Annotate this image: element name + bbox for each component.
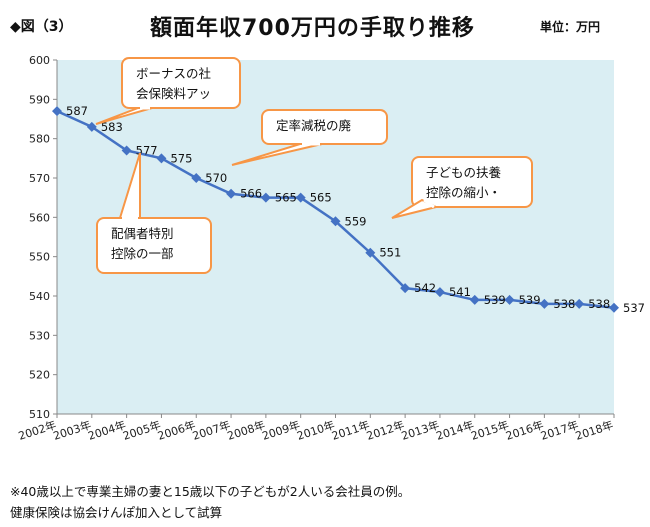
data-point <box>330 216 341 227</box>
data-point <box>86 121 97 132</box>
callout-seam <box>423 198 435 209</box>
y-axis: 510 520 530 540 550 560 570 580 590 600 <box>29 54 58 421</box>
callout-box <box>411 156 533 208</box>
data-label: 539 <box>519 293 541 307</box>
x-tick-label: 2018年 <box>574 418 615 443</box>
data-label: 570 <box>205 171 227 185</box>
y-tick-label: 590 <box>29 93 50 106</box>
data-point <box>52 106 62 117</box>
data-point <box>504 294 515 305</box>
data-label: 538 <box>588 297 610 311</box>
data-label: 541 <box>449 285 471 299</box>
data-label: 565 <box>310 191 332 205</box>
callout-text: ボーナスの社 <box>136 66 211 81</box>
data-label: 542 <box>414 281 436 295</box>
data-label: 559 <box>345 214 367 228</box>
y-tick-label: 520 <box>29 369 50 382</box>
callout-text: 定率減税の廃 <box>276 118 352 133</box>
footnotes: ※40歳以上で専業主婦の妻と15歳以下の子どもが2人いる会社員の例。 健康保険は… <box>10 481 410 523</box>
callout-text: 子どもの扶養 <box>426 165 502 180</box>
data-point <box>539 298 550 309</box>
data-label: 577 <box>136 143 158 157</box>
chart-title: 額面年収700万円の手取り推移 <box>150 16 475 41</box>
line-chart: 510 520 530 540 550 560 570 580 590 600 2002年2003… <box>17 54 645 443</box>
y-tick-label: 580 <box>29 133 50 146</box>
data-label: 551 <box>379 246 401 260</box>
y-tick-label: 540 <box>29 290 50 303</box>
data-point <box>434 287 445 298</box>
callout-teiritsu: 定率減税の廃 <box>231 109 388 166</box>
data-labels: 587 583 577 575 570 566 565 565 559 551 542 541 539 5… <box>66 104 645 315</box>
footnote-1: ※40歳以上で専業主婦の妻と15歳以下の子どもが2人いる会社員の例。 <box>10 484 411 499</box>
callout-box <box>121 57 241 109</box>
callout-text: 控除の一部 <box>111 246 174 261</box>
figure-label: ◆図（3） <box>10 19 73 35</box>
x-axis: 2002年2003年2004年2005年2006年2007年2008年2009年… <box>17 413 615 443</box>
callout-box <box>261 109 388 145</box>
data-point <box>400 283 411 294</box>
data-point <box>469 294 480 305</box>
y-tick-label: 510 <box>29 408 50 421</box>
data-label: 583 <box>101 120 123 134</box>
y-tick-label: 550 <box>29 251 50 264</box>
callout-text: 控除の縮小・ <box>426 185 501 200</box>
data-label: 566 <box>240 187 262 201</box>
callout-text: 配偶者特別 <box>111 226 174 241</box>
y-tick-label: 560 <box>29 211 50 224</box>
y-tick-label: 570 <box>29 172 50 185</box>
data-point <box>609 302 619 313</box>
data-label: 538 <box>553 297 575 311</box>
data-point <box>226 188 237 199</box>
callout-box <box>96 217 212 274</box>
data-point <box>121 145 132 156</box>
data-point <box>365 247 376 258</box>
data-label: 537 <box>623 301 645 315</box>
data-point <box>574 298 585 309</box>
data-point <box>191 173 202 183</box>
unit-label: 単位：万円 <box>540 20 601 34</box>
data-label: 575 <box>170 151 192 165</box>
callout-text: 会保険料アッ <box>136 86 211 101</box>
data-label: 587 <box>66 104 88 118</box>
y-tick-label: 530 <box>29 329 50 342</box>
footnote-2: 健康保険は協会けんぽ加入として試算 <box>10 505 223 520</box>
y-tick-label: 600 <box>29 54 50 67</box>
data-markers <box>52 106 619 313</box>
data-label: 539 <box>484 293 506 307</box>
data-label: 565 <box>275 191 297 205</box>
data-point <box>295 192 306 203</box>
data-point <box>156 153 167 164</box>
data-point <box>260 192 271 203</box>
